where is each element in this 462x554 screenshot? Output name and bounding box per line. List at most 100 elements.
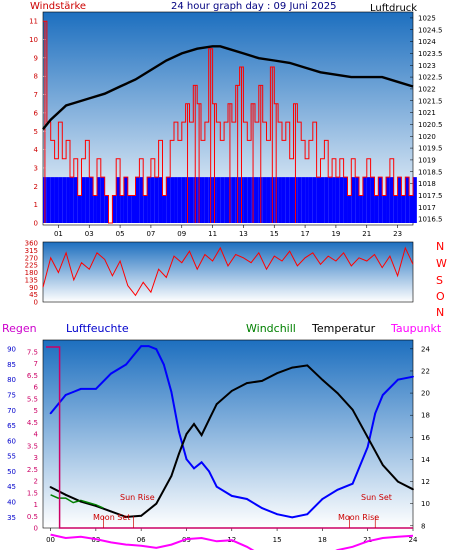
p3-ytick-humidity: 35 <box>7 514 16 522</box>
temperature-point <box>140 514 143 517</box>
p1-ytick-right: 1021 <box>418 109 436 117</box>
temperature-point <box>64 493 67 496</box>
p3-ytick-humidity: 80 <box>7 376 16 384</box>
temperature-point <box>306 364 309 367</box>
wind-base-bar <box>285 177 290 223</box>
humidity-point <box>132 354 135 357</box>
humidity-point <box>321 498 324 500</box>
p3-ytick-temp: 24 <box>421 345 430 353</box>
p1-ytick-right: 1021.5 <box>418 97 443 105</box>
wind-base-bar <box>328 177 333 223</box>
p1-ytick-right: 1018.5 <box>418 168 443 176</box>
p1-ytick-right: 1016.5 <box>418 216 443 224</box>
p3-ytick-temp: 16 <box>421 434 430 442</box>
wind-base-bar <box>150 177 155 223</box>
wind-base-bar <box>154 177 159 223</box>
wind-base-bar <box>231 177 236 223</box>
p1-ytick-right: 1023.5 <box>418 50 443 58</box>
wind-base-bar <box>58 177 63 223</box>
wind-base-bar <box>320 177 325 223</box>
humidity-point <box>412 375 414 378</box>
temperature-point <box>49 486 52 488</box>
humidity-point <box>147 345 150 348</box>
wind-base-bar <box>93 195 97 223</box>
temperature-point <box>336 392 339 394</box>
p1-ytick-left: 10 <box>29 36 38 44</box>
wind-base-bar <box>162 195 167 223</box>
p1-ytick-left: 5 <box>34 128 38 136</box>
wind-base-bar <box>104 195 109 223</box>
humidity-point <box>230 495 233 497</box>
wind-base-bar <box>316 177 321 223</box>
p1-ytick-left: 1 <box>34 201 38 209</box>
humidity-point <box>208 470 211 473</box>
temperature-point <box>79 500 82 503</box>
wind-base-bar <box>254 177 259 223</box>
p3-ytick-regen: 5.5 <box>27 395 38 403</box>
graph-title: 24 hour graph day : 09 Juni 2025 <box>171 1 337 12</box>
wind-base-bar <box>85 177 90 223</box>
p1-ytick-left: 9 <box>34 54 38 62</box>
temperature-point <box>276 372 278 375</box>
temperature-point <box>94 504 97 507</box>
humidity-point <box>79 388 82 390</box>
p3-ytick-regen: 4 <box>34 431 39 439</box>
wind-gust-line <box>43 20 414 224</box>
humidity-point <box>49 412 52 415</box>
wind-base-bar <box>405 177 410 223</box>
p1-xtick-label: 09 <box>177 230 186 238</box>
p1-xtick-label: 07 <box>146 230 155 238</box>
p1-ytick-left: 2 <box>34 183 38 191</box>
p3-ytick-humidity: 40 <box>7 499 16 507</box>
p3-ytick-regen: 1 <box>34 501 38 509</box>
compass-letter-n-top: N <box>436 240 444 253</box>
wind-base-bar <box>339 177 344 223</box>
p3-ytick-regen: 4.5 <box>27 419 38 427</box>
wind-base-bar <box>243 177 248 223</box>
temperature-point <box>208 418 211 421</box>
wind-base-bar <box>127 195 132 223</box>
wind-base-bar <box>177 177 182 223</box>
humidity-point <box>396 378 399 381</box>
wind-base-bar <box>147 177 151 223</box>
wind-base-bar <box>62 177 67 223</box>
wind-base-bar <box>266 177 271 223</box>
wind-base-bar <box>397 177 402 223</box>
p3-ytick-regen: 6 <box>34 384 39 392</box>
humidity-point <box>185 458 188 461</box>
temperature-point <box>291 366 294 369</box>
p3-ytick-humidity: 60 <box>7 437 16 445</box>
wind-base-bar <box>143 195 148 223</box>
humidity-point <box>140 345 143 348</box>
humidity-point <box>215 485 218 488</box>
p2-ytick: 315 <box>25 247 38 255</box>
wind-base-bar <box>262 177 267 223</box>
p1-xtick-label: 05 <box>116 230 125 238</box>
p1-xtick-label: 13 <box>239 230 248 238</box>
p2-ytick: 180 <box>25 269 38 277</box>
p1-ytick-left: 4 <box>34 146 39 154</box>
temperature-point <box>381 464 384 466</box>
p1-ytick-right: 1024.5 <box>418 26 443 34</box>
wind-base-bar <box>351 177 356 223</box>
p1-ytick-left: 6 <box>34 109 39 117</box>
p1-ytick-right: 1018 <box>418 180 436 188</box>
wind-base-bar <box>170 177 175 223</box>
wind-base-bar <box>312 177 317 223</box>
wind-direction-line <box>42 246 414 297</box>
humidity-point <box>374 412 377 415</box>
p3-ytick-regen: 3 <box>34 454 38 462</box>
compass-letter-o: O <box>436 290 445 303</box>
wind-base-bar <box>66 177 70 223</box>
p3-ytick-humidity: 50 <box>7 468 16 476</box>
p1-xtick-label: 19 <box>331 230 340 238</box>
p3-xtick-label: 00 <box>46 536 55 544</box>
wind-base-bar <box>386 177 390 223</box>
humidity-point <box>178 430 180 433</box>
temperature-point <box>155 502 158 505</box>
temperature-point <box>215 403 218 406</box>
p3-ytick-regen: 7 <box>34 360 38 368</box>
p1-ytick-right: 1017.5 <box>418 192 443 200</box>
